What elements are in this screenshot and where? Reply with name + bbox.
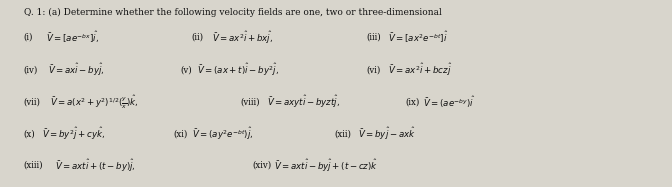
Text: (x): (x) [24, 129, 35, 138]
Text: $\bar{V} = axyt\hat{i} - byzt\hat{j},$: $\bar{V} = axyt\hat{i} - byzt\hat{j},$ [267, 94, 341, 110]
Text: $\bar{V} = by\hat{j} - ax\hat{k}$: $\bar{V} = by\hat{j} - ax\hat{k}$ [358, 125, 416, 142]
Text: (xiv): (xiv) [252, 161, 271, 170]
Text: $\bar{V} = by^2\hat{j} + cy\hat{k},$: $\bar{V} = by^2\hat{j} + cy\hat{k},$ [42, 125, 106, 142]
Text: (i): (i) [24, 33, 33, 42]
Text: (iv): (iv) [24, 66, 38, 75]
Text: (ix): (ix) [405, 97, 419, 106]
Text: $\bar{V} = ax^2\hat{i} + bx\hat{j},$: $\bar{V} = ax^2\hat{i} + bx\hat{j},$ [212, 29, 273, 46]
Text: (vii): (vii) [24, 97, 40, 106]
Text: $\bar{V} = [ae^{-bx}]\hat{i},$: $\bar{V} = [ae^{-bx}]\hat{i},$ [46, 30, 99, 45]
Text: (xiii): (xiii) [24, 161, 43, 170]
Text: Q. 1: (a) Determine whether the following velocity fields are one, two or three-: Q. 1: (a) Determine whether the followin… [24, 7, 442, 17]
Text: (viii): (viii) [241, 97, 260, 106]
Text: $\bar{V} = [ax^2e^{-bt}]\hat{i}$: $\bar{V} = [ax^2e^{-bt}]\hat{i}$ [388, 30, 449, 45]
Text: $\bar{V} = axt\hat{i} - by\hat{j} + (t - cz)\hat{k}$: $\bar{V} = axt\hat{i} - by\hat{j} + (t -… [274, 157, 378, 174]
Text: $\bar{V} = ax\hat{i} - by\hat{j},$: $\bar{V} = ax\hat{i} - by\hat{j},$ [48, 62, 105, 78]
Text: (vi): (vi) [366, 66, 380, 75]
Text: (v): (v) [180, 66, 192, 75]
Text: $\bar{V} = (ay^2e^{-bt})\hat{j},$: $\bar{V} = (ay^2e^{-bt})\hat{j},$ [192, 125, 253, 142]
Text: (xii): (xii) [335, 129, 351, 138]
Text: $\bar{V} = axt\hat{i} + (t - by)\hat{j},$: $\bar{V} = axt\hat{i} + (t - by)\hat{j},… [55, 157, 136, 174]
Text: $\bar{V} = (ae^{-by})\hat{i}$: $\bar{V} = (ae^{-by})\hat{i}$ [423, 94, 476, 110]
Text: $\bar{V} = ax^2\hat{i} + bcz\hat{j}$: $\bar{V} = ax^2\hat{i} + bcz\hat{j}$ [388, 62, 453, 78]
Text: (xi): (xi) [173, 129, 187, 138]
Text: (ii): (ii) [192, 33, 204, 42]
Text: (iii): (iii) [366, 33, 381, 42]
Text: $\bar{V} = a(x^2 + y^2)^{1/2}(\frac{y}{x})\hat{k},$: $\bar{V} = a(x^2 + y^2)^{1/2}(\frac{y}{x… [50, 93, 138, 111]
Text: $\bar{V} = (ax + t)\hat{i} - by^2\hat{j},$: $\bar{V} = (ax + t)\hat{i} - by^2\hat{j}… [197, 62, 279, 78]
